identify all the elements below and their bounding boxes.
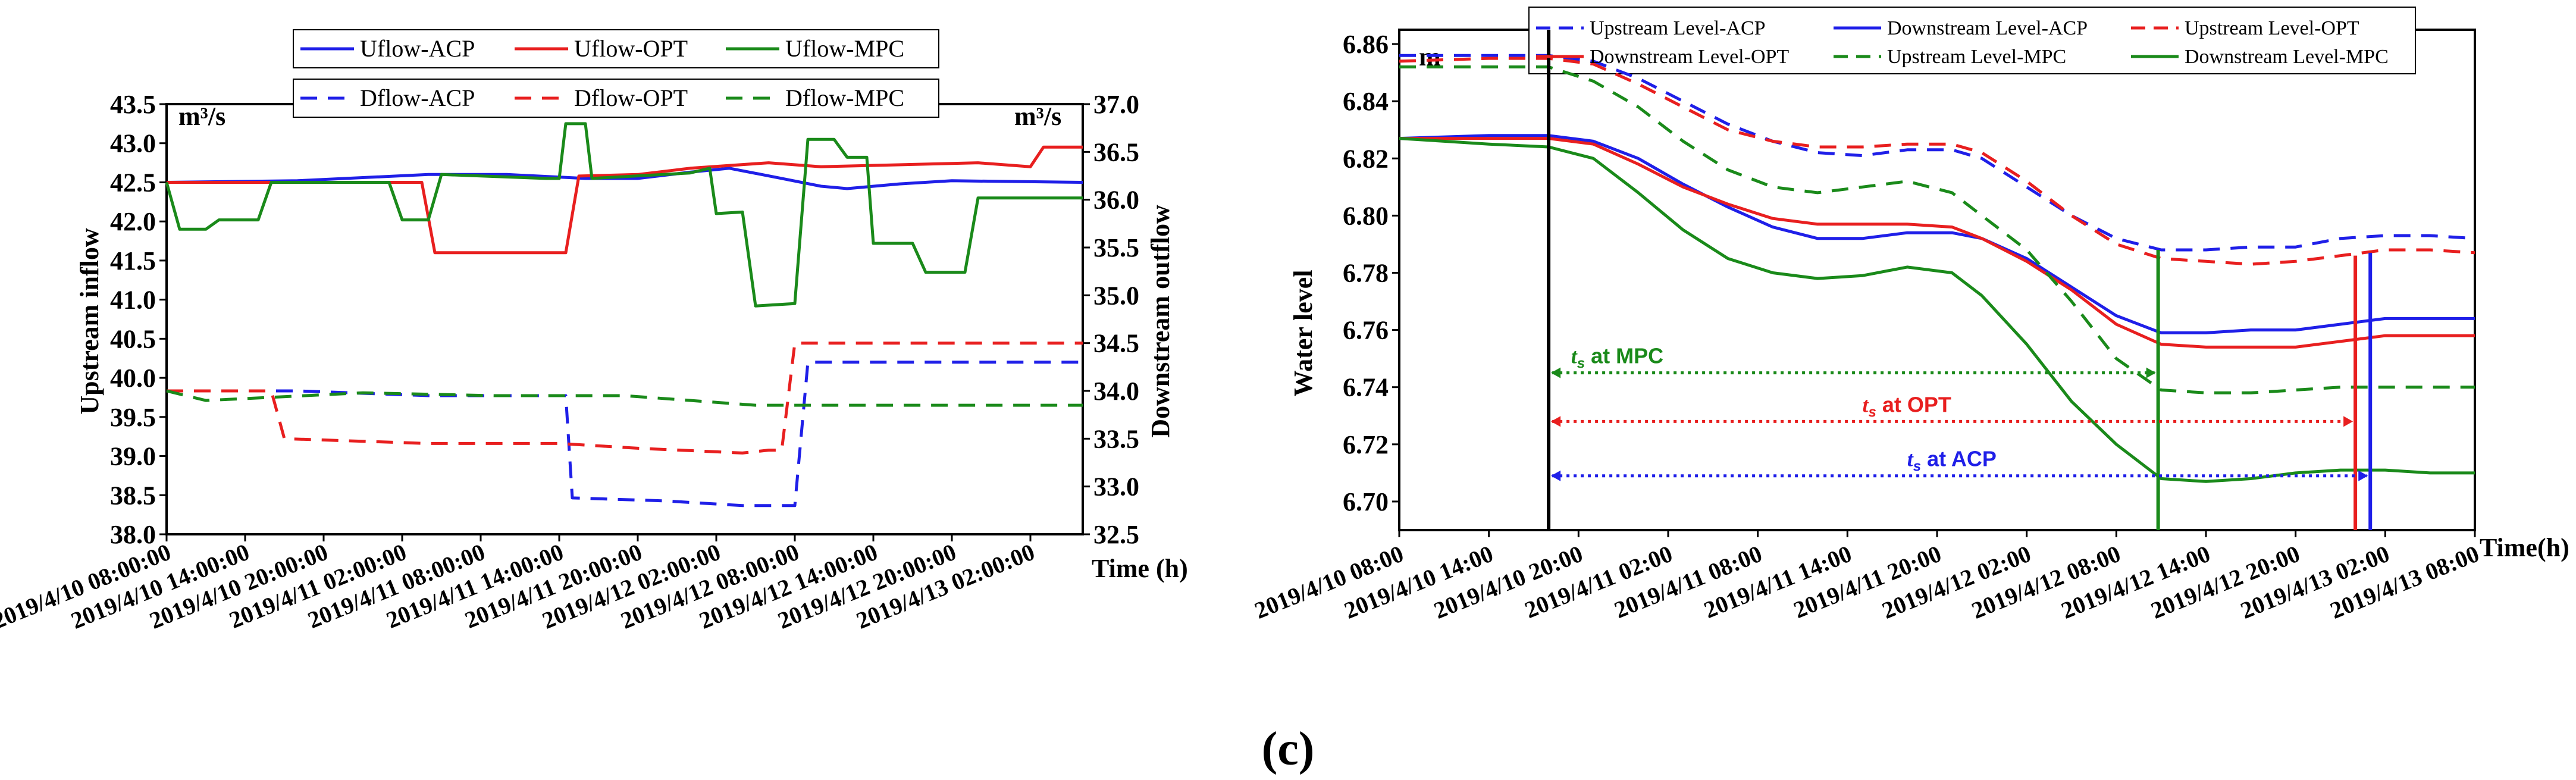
series-line-downstream-level-acp bbox=[1399, 134, 2475, 334]
legend-label: Dflow-ACP bbox=[360, 84, 475, 111]
series-line-dflow-acp bbox=[167, 361, 1083, 508]
series-line-upstream-level-mpc bbox=[1399, 65, 2475, 394]
water-level-ylabel: Water level bbox=[1289, 270, 1318, 397]
series-line-uflow-opt bbox=[167, 145, 1083, 255]
legend-label: Downstream Level-MPC bbox=[2185, 46, 2389, 68]
water-ytick-label: 6.86 bbox=[1343, 30, 1389, 59]
legend-label: Downstream Level-OPT bbox=[1590, 46, 1789, 68]
left-ytick-label: 39.5 bbox=[110, 403, 156, 432]
water-ytick-label: 6.82 bbox=[1343, 144, 1389, 173]
legend-label: Uflow-MPC bbox=[785, 35, 904, 62]
arrow-head-right bbox=[2343, 416, 2354, 427]
right-xlabel: Time(h) bbox=[2480, 533, 2569, 562]
arrow-head-right bbox=[2358, 470, 2368, 481]
water-ytick-label: 6.80 bbox=[1343, 201, 1389, 230]
series-line-downstream-level-mpc bbox=[1399, 137, 2475, 483]
legend-label: Dflow-MPC bbox=[785, 84, 904, 111]
right-ytick-label: 35.0 bbox=[1093, 281, 1139, 310]
right-chart: Water level m Time(h) bbox=[1289, 7, 2569, 562]
right-legend-box bbox=[1528, 7, 2416, 74]
right-ytick-label: 33.5 bbox=[1093, 424, 1139, 453]
right-ytick-label: 35.5 bbox=[1093, 233, 1139, 262]
legend-label: Upstream Level-MPC bbox=[1887, 46, 2066, 68]
left-ytick-label: 39.0 bbox=[110, 442, 156, 471]
water-ytick-label: 6.74 bbox=[1343, 373, 1389, 402]
left-unit-right: m³/s bbox=[1014, 102, 1061, 131]
figure-caption: (c) bbox=[1262, 723, 1315, 775]
left-ytick-label: 43.0 bbox=[110, 129, 156, 158]
water-ytick-label: 6.70 bbox=[1343, 487, 1389, 516]
left-plot-frame bbox=[165, 103, 1084, 535]
right-ytick-label: 36.5 bbox=[1093, 137, 1139, 167]
series-line-uflow-mpc bbox=[165, 122, 1083, 308]
right-ytick-label: 33.0 bbox=[1093, 472, 1139, 502]
left-ytick-label: 38.0 bbox=[110, 520, 156, 549]
arrow-head-left bbox=[1551, 367, 1561, 378]
right-ytick-label: 34.0 bbox=[1093, 377, 1139, 406]
left-ylabel: Upstream inflow bbox=[75, 228, 104, 415]
left-ytick-label: 38.5 bbox=[110, 481, 156, 510]
water-ytick-label: 6.78 bbox=[1343, 258, 1389, 287]
left-unit-left: m³/s bbox=[178, 102, 225, 131]
legend-label: Upstream Level-ACP bbox=[1590, 17, 1766, 39]
left-ytick-label: 41.0 bbox=[110, 286, 156, 315]
right-ylabel: Downstream outflow bbox=[1146, 205, 1175, 438]
right-ytick-label: 34.5 bbox=[1093, 329, 1139, 358]
settling-time-label: ts at ACP bbox=[1907, 447, 1997, 475]
right-ytick-label: 37.0 bbox=[1093, 90, 1139, 119]
arrow-head-left bbox=[1551, 470, 1561, 481]
water-ytick-label: 6.84 bbox=[1343, 87, 1389, 116]
right-ytick-label: 32.5 bbox=[1093, 520, 1139, 549]
left-ytick-label: 41.5 bbox=[110, 246, 156, 275]
legend-label: Uflow-ACP bbox=[360, 35, 475, 62]
series-line-downstream-level-opt bbox=[1399, 137, 2475, 349]
left-chart: Upstream inflow Downstream outflow m³/s … bbox=[75, 29, 1188, 583]
series-line-dflow-mpc bbox=[166, 389, 1083, 407]
left-legend-bottom-box bbox=[293, 79, 939, 118]
left-ytick-label: 43.5 bbox=[110, 90, 156, 119]
left-ytick-label: 42.0 bbox=[110, 207, 156, 236]
series-line-upstream-level-acp bbox=[1399, 54, 2475, 252]
left-xlabel: Time (h) bbox=[1092, 554, 1188, 583]
series-line-upstream-level-opt bbox=[1399, 57, 2475, 266]
settling-time-label: ts at MPC bbox=[1571, 344, 1663, 372]
right-ytick-label: 36.0 bbox=[1093, 186, 1139, 215]
legend-label: Dflow-OPT bbox=[574, 84, 688, 111]
water-ytick-label: 6.76 bbox=[1343, 316, 1389, 345]
arrow-head-right bbox=[2146, 367, 2156, 378]
arrow-head-left bbox=[1551, 416, 1561, 427]
left-legend-top-box bbox=[293, 29, 939, 68]
settling-time-label: ts at OPT bbox=[1862, 392, 1951, 420]
left-ytick-label: 40.5 bbox=[110, 324, 156, 353]
water-ytick-label: 6.72 bbox=[1343, 430, 1389, 459]
left-ytick-label: 40.0 bbox=[110, 364, 156, 393]
series-line-dflow-opt bbox=[167, 342, 1083, 455]
legend-label: Uflow-OPT bbox=[574, 35, 688, 62]
legend-label: Downstream Level-ACP bbox=[1887, 17, 2088, 39]
left-ytick-label: 42.5 bbox=[110, 168, 156, 197]
chart-marks: 38.0 38.5 39.0 39.5 40.0 40.5 41.0 41.5 42.0 42.5… bbox=[0, 17, 2483, 634]
legend-label: Upstream Level-OPT bbox=[2185, 17, 2359, 39]
series-line-uflow-acp bbox=[166, 167, 1083, 190]
